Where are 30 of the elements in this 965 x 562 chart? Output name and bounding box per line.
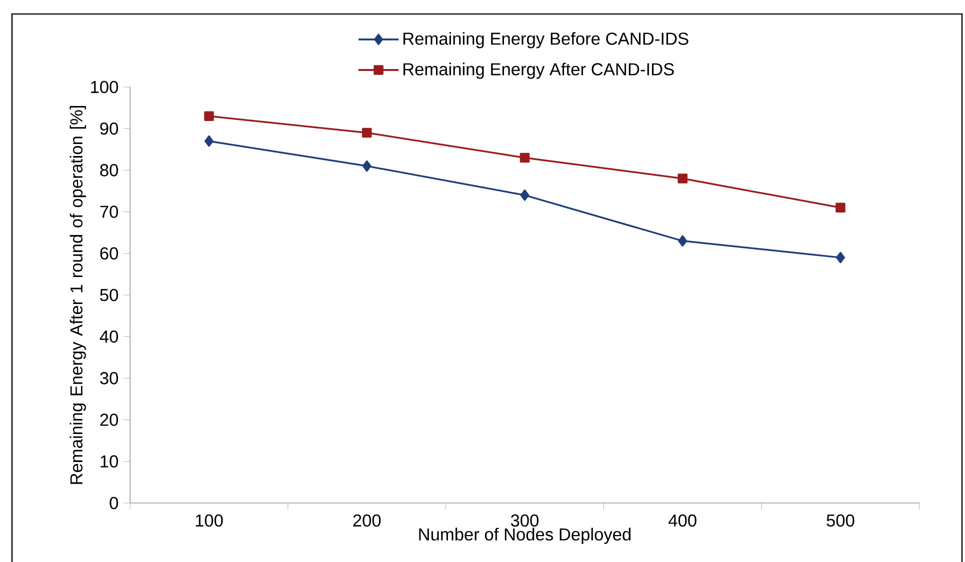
point xyxy=(520,152,530,163)
point xyxy=(362,128,372,138)
point xyxy=(836,252,845,264)
y-tick-label: 40 xyxy=(100,330,118,343)
y-tick-label: 50 xyxy=(100,288,118,302)
point xyxy=(204,135,214,147)
point xyxy=(678,235,688,247)
y-tick-label: 100 xyxy=(91,80,118,94)
legend-label: Remaining Energy Before CAND-IDS xyxy=(403,32,688,48)
y-tick-label: 60 xyxy=(100,247,118,260)
y-tick-label: 0 xyxy=(110,496,118,510)
y-axis-title: Remaining Energy After 1 round of operation [%] xyxy=(70,106,86,484)
point xyxy=(204,111,214,121)
point xyxy=(362,160,372,172)
y-tick-label: 70 xyxy=(100,206,118,218)
point xyxy=(520,189,530,201)
y-tick-label: 20 xyxy=(100,414,118,426)
y-tick-label: 80 xyxy=(100,164,118,176)
y-tick-label: 90 xyxy=(100,122,118,135)
x-axis-title: Number of Nodes Deployed xyxy=(419,528,631,544)
y-tick-label: 10 xyxy=(100,455,118,468)
x-tick-label: 400 xyxy=(668,514,696,527)
x-tick-label: 100 xyxy=(196,514,223,527)
point xyxy=(836,202,846,213)
point xyxy=(678,174,688,184)
x-tick-label: 200 xyxy=(353,514,381,527)
x-tick-label: 500 xyxy=(826,514,854,527)
legend-label: Remaining Energy After CAND-IDS xyxy=(403,62,674,79)
y-tick-label: 30 xyxy=(100,372,118,384)
x-tick-label: 300 xyxy=(510,514,539,527)
